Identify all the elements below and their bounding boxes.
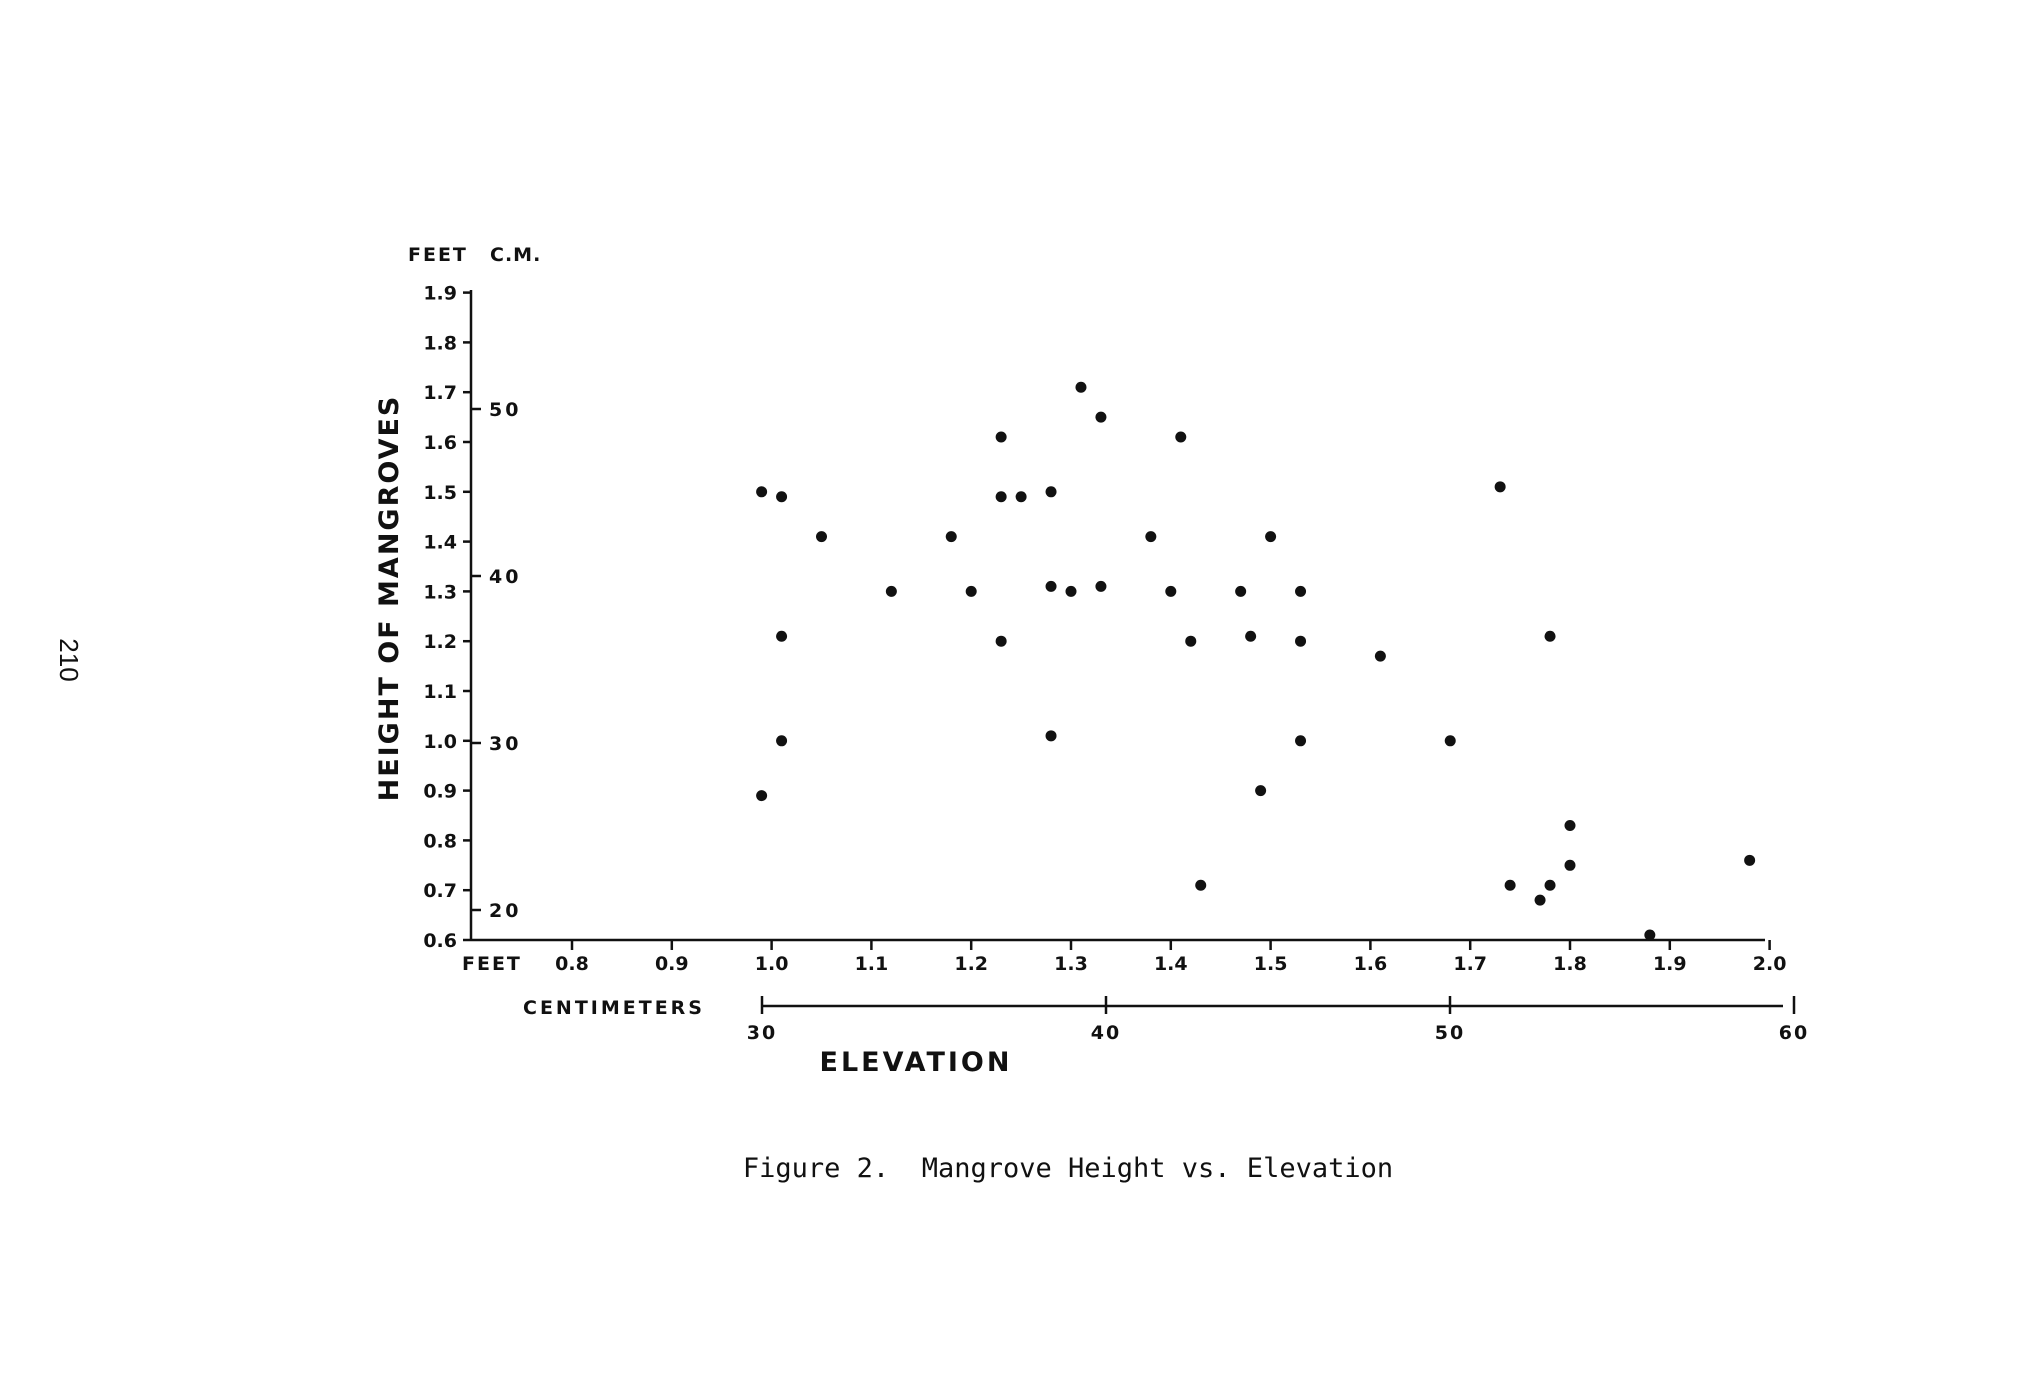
x-tick-label: 1.2 [954,953,988,975]
x-tick-label: 1.4 [1154,953,1188,975]
y-tick-label: 1.5 [423,482,457,504]
y-tick-label: 1.4 [423,532,457,554]
data-point [1295,585,1307,597]
data-point [1175,431,1187,443]
x-tick-label: 1.1 [855,953,889,975]
y-axis-title: HEIGHT OF MANGROVES [374,395,405,802]
y-unit-cm: C.M. [490,244,541,266]
y-tick-label: 1.7 [423,382,457,404]
data-point [756,486,768,498]
x-unit-feet: FEET [462,953,522,975]
x-cm-tick-label: 50 [1435,1022,1465,1044]
data-point [1544,879,1556,891]
x-tick-label: 1.9 [1653,953,1687,975]
data-point [1564,859,1576,871]
data-point [945,531,957,543]
y-tick-label: 1.6 [423,432,457,454]
data-point [1295,635,1307,647]
y-tick-label: 0.6 [423,930,457,952]
data-point [776,630,788,642]
y-tick-label: 1.8 [423,332,457,354]
data-point [776,735,788,747]
data-point [1045,580,1057,592]
data-point [885,585,897,597]
data-point [1444,735,1456,747]
data-point [965,585,977,597]
x-tick-label: 1.5 [1254,953,1288,975]
x-tick-label: 1.8 [1553,953,1587,975]
x-cm-tick-label: 60 [1779,1022,1809,1044]
data-point [1295,735,1307,747]
data-point [756,790,768,802]
data-point [1265,531,1277,543]
data-point [1564,819,1576,831]
y-tick-label: 1.0 [423,731,457,753]
data-point [1494,481,1506,493]
x-tick-label: 0.9 [655,953,689,975]
x-tick-label: 1.6 [1354,953,1388,975]
data-point [1534,894,1546,906]
data-point [995,491,1007,503]
data-point [1255,785,1267,797]
x-tick-label: 1.7 [1453,953,1487,975]
y-unit-feet: FEET [408,244,468,266]
data-point [1744,854,1756,866]
data-point [1065,585,1077,597]
y-cm-tick-label: 30 [489,733,521,755]
x-cm-tick-label: 30 [747,1022,777,1044]
data-point [1185,635,1197,647]
data-point [816,531,827,543]
data-point [1374,650,1386,662]
data-point [1045,730,1057,742]
y-cm-tick-label: 40 [489,566,521,588]
y-cm-tick-label: 20 [489,900,521,922]
y-tick-label: 1.3 [423,581,457,603]
data-point [1644,929,1656,941]
data-point [995,635,1007,647]
data-point [1544,630,1556,642]
page-number: 210 [54,638,84,681]
x-axis-title: ELEVATION [820,1047,1013,1078]
data-point [1504,879,1516,891]
data-point [1015,491,1027,503]
data-point [1245,630,1257,642]
data-point [995,431,1007,443]
data-point [776,491,788,503]
y-tick-label: 0.7 [423,880,457,902]
y-tick-label: 0.9 [423,781,457,803]
x-tick-label: 1.3 [1054,953,1088,975]
figure-caption: Figure 2. Mangrove Height vs. Elevation [743,1153,1393,1184]
x-tick-label: 1.0 [755,953,789,975]
y-tick-label: 0.8 [423,830,457,852]
y-tick-label: 1.1 [423,681,457,703]
data-point [1045,486,1057,498]
x-cm-tick-label: 40 [1091,1022,1121,1044]
data-point [1095,580,1107,592]
data-point [1095,411,1107,423]
y-tick-label: 1.2 [423,631,457,653]
y-cm-tick-label: 50 [489,399,521,421]
data-point [1235,585,1247,597]
x-unit-cm: CENTIMETERS [523,997,705,1019]
x-tick-label: 2.0 [1753,953,1787,975]
data-point [1075,381,1087,393]
y-tick-label: 1.9 [423,283,457,305]
data-point [1145,531,1157,543]
data-point [1195,879,1207,891]
x-tick-label: 0.8 [555,953,589,975]
data-point [1165,585,1177,597]
